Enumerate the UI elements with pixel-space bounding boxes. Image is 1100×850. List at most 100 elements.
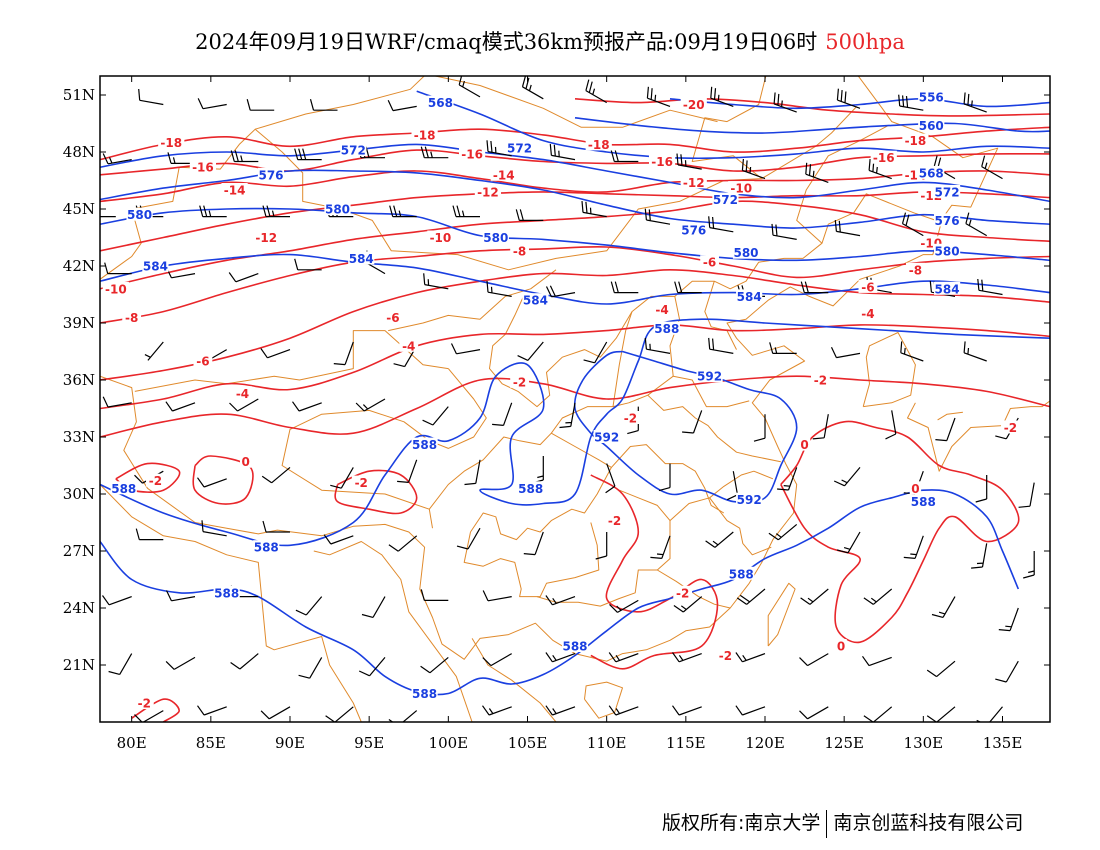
- wind-barb: [995, 660, 1019, 683]
- wind-barb: [165, 401, 196, 412]
- temperature-contour: [100, 268, 1050, 381]
- wind-barb: [230, 653, 259, 670]
- temperature-label-bg: [648, 154, 676, 168]
- lat-label: 45N: [63, 200, 95, 218]
- temperature-label: -18: [905, 134, 927, 148]
- height-contour: [100, 169, 1050, 229]
- map-title: 2024年09月19日WRF/cmaq模式36km预报产品:09月19日06时 5…: [0, 26, 1100, 56]
- temperature-label: 0: [911, 482, 919, 496]
- wind-barb: [1023, 551, 1035, 579]
- height-label: 584: [737, 290, 762, 304]
- height-label-bg: [732, 245, 760, 259]
- border-line: [862, 332, 916, 408]
- height-label-bg: [933, 184, 961, 198]
- temperature-contour: [100, 245, 1050, 324]
- wind-barb: [885, 410, 897, 440]
- border-line: [281, 368, 487, 529]
- wind-barb: [138, 88, 164, 106]
- temperature-label: -16: [192, 161, 214, 175]
- temperature-label-bg: [680, 97, 707, 111]
- lat-label: 21N: [63, 656, 95, 674]
- height-label: 584: [143, 260, 168, 274]
- wind-barb: [450, 343, 481, 355]
- wind-barb: [771, 223, 797, 240]
- height-label-bg: [918, 118, 945, 132]
- temperature-label-bg: [716, 648, 735, 662]
- wind-barb: [292, 401, 322, 412]
- temperature-contour: [334, 469, 418, 515]
- wind-barb: [773, 92, 797, 113]
- border-line: [796, 124, 889, 244]
- wind-barb: [330, 467, 354, 489]
- copyright-footer: 版权所有:南京大学 南京创蓝科技有限公司: [662, 808, 1023, 838]
- temperature-label: -4: [402, 339, 415, 353]
- temperature-contour: [780, 420, 1020, 644]
- temperature-label: -16: [651, 155, 673, 169]
- wind-barb: [1018, 482, 1035, 508]
- height-contour: [100, 489, 1020, 696]
- wind-barb: [977, 278, 1003, 296]
- lat-label: 39N: [63, 314, 95, 332]
- wind-barb: [517, 341, 544, 361]
- temperature-label-bg: [798, 437, 811, 451]
- wind-barb: [545, 705, 576, 716]
- height-label: 588: [911, 495, 936, 509]
- height-label: 588: [412, 438, 437, 452]
- wind-barb: [559, 402, 576, 429]
- wind-barb: [456, 527, 481, 550]
- wind-barb: [898, 94, 924, 111]
- temperature-label: 0: [241, 455, 249, 469]
- temperature-label: -2: [138, 697, 151, 711]
- temperature-label-bg: [906, 262, 925, 276]
- height-label-bg: [126, 207, 153, 221]
- wind-barb: [108, 653, 133, 675]
- height-label: 572: [935, 185, 960, 199]
- temperature-label-bg: [858, 279, 878, 293]
- wind-barb: [674, 281, 702, 294]
- wind-barb: [931, 596, 956, 618]
- wind-barb: [228, 272, 259, 283]
- wind-barb: [585, 79, 607, 104]
- wind-barb: [769, 342, 797, 354]
- contour-labels: -20-18-18-18 -18-16-16-16 -16-14-14 -14-12-…: [102, 89, 1020, 711]
- temperature-contour: [100, 324, 1050, 410]
- plot-frame: [99, 75, 1051, 723]
- geopotential-height-contours: [100, 90, 1050, 696]
- wind-barb: [486, 280, 512, 297]
- wind-barb: [836, 88, 861, 109]
- wind-barb: [135, 528, 164, 541]
- height-contour: [100, 207, 1050, 262]
- wind-barb: [230, 150, 259, 163]
- height-label: 580: [127, 208, 152, 222]
- wind-barb: [492, 402, 513, 426]
- height-label-bg: [517, 481, 544, 495]
- latitude-axis: 51N 48N 45N 42N 39N 36N 33N 30N 27N 24N 21N: [63, 86, 1050, 674]
- longitude-axis: 80E 85E 90E 95E 100E 105E 110E 115E 120E 125E 130E…: [117, 76, 1023, 752]
- border-line: [463, 522, 600, 598]
- wind-barb: [260, 348, 291, 359]
- height-label: 556: [919, 90, 944, 104]
- wind-barb: [735, 652, 766, 663]
- wind-barb: [610, 281, 639, 294]
- wind-barb: [708, 216, 734, 233]
- border-line: [657, 569, 731, 609]
- plot-content: -20-18-18-18 -18-16-16-16 -16-14-14 -14-12-…: [100, 76, 1050, 722]
- wind-barb: [486, 140, 512, 157]
- wind-barb: [104, 262, 132, 275]
- temperature-label: -16: [461, 147, 483, 161]
- temperature-label: -6: [861, 280, 874, 294]
- temperature-label: -8: [513, 244, 526, 258]
- wind-barb: [420, 656, 449, 674]
- wind-barb: [545, 652, 576, 663]
- wind-barb: [333, 341, 354, 366]
- height-label-bg: [910, 494, 937, 508]
- wind-barb: [452, 205, 480, 218]
- wind-barb: [753, 414, 766, 442]
- temperature-label: -8: [909, 263, 922, 277]
- temperature-label-bg: [902, 133, 929, 147]
- temperature-label: -18: [160, 136, 182, 150]
- temperature-contour: [100, 375, 1050, 438]
- lon-label: 135E: [983, 734, 1023, 752]
- border-line: [388, 269, 557, 332]
- wind-barbs: [100, 76, 1035, 722]
